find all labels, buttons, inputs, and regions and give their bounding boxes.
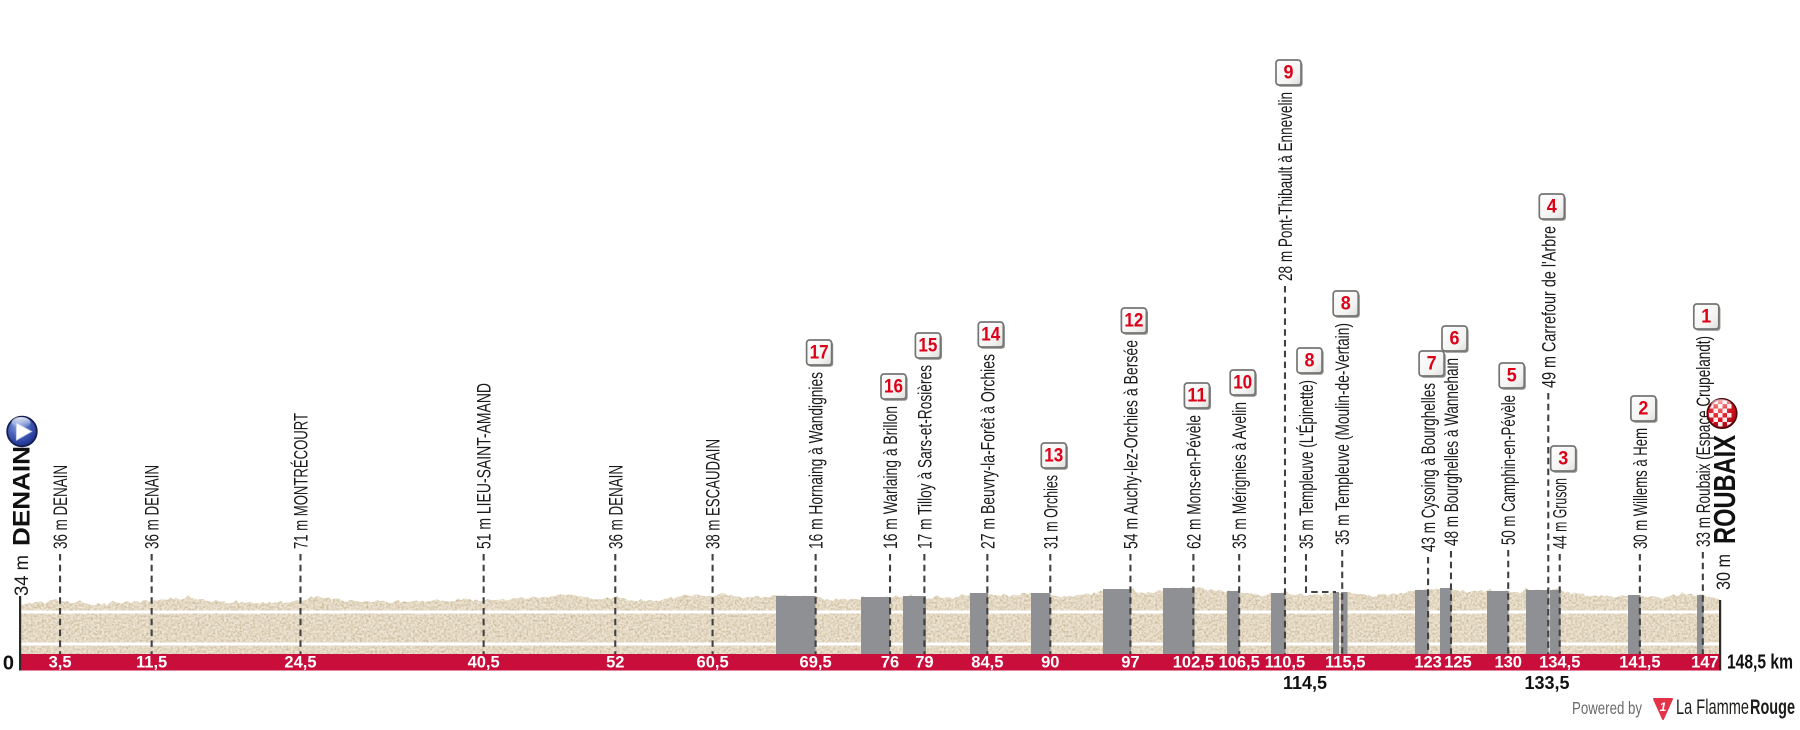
svg-text:60,5: 60,5 — [697, 653, 729, 671]
svg-text:84,5: 84,5 — [971, 653, 1003, 671]
svg-text:148,5 km: 148,5 km — [1727, 651, 1793, 674]
svg-text:9: 9 — [1284, 63, 1294, 84]
svg-text:31 m Orchies: 31 m Orchies — [1040, 475, 1062, 549]
svg-text:1: 1 — [1660, 700, 1667, 714]
svg-text:DENAIN: DENAIN — [9, 446, 36, 546]
svg-text:12: 12 — [1124, 311, 1143, 332]
svg-text:54 m Auchy-lez-Orchies à Bersé: 54 m Auchy-lez-Orchies à Bersée — [1120, 340, 1142, 549]
svg-text:La Flamme: La Flamme — [1676, 696, 1749, 719]
svg-text:51 m LIEU-SAINT-AMAND: 51 m LIEU-SAINT-AMAND — [474, 383, 496, 549]
svg-text:110,5: 110,5 — [1265, 653, 1305, 671]
svg-text:4: 4 — [1547, 197, 1557, 218]
svg-text:38 m ESCAUDAIN: 38 m ESCAUDAIN — [703, 439, 725, 549]
svg-text:36 m DENAIN: 36 m DENAIN — [605, 465, 627, 549]
svg-text:106,5: 106,5 — [1219, 653, 1260, 671]
svg-text:62 m Mons-en-Pévèle: 62 m Mons-en-Pévèle — [1183, 415, 1205, 549]
svg-text:Rouge: Rouge — [1750, 696, 1795, 719]
svg-text:17: 17 — [810, 343, 829, 364]
svg-text:5: 5 — [1507, 366, 1517, 387]
svg-text:40,5: 40,5 — [468, 653, 500, 671]
svg-text:17 m Tilloy à Sars-et-Rosières: 17 m Tilloy à Sars-et-Rosières — [914, 365, 936, 549]
svg-text:34 m: 34 m — [11, 555, 33, 596]
svg-text:114,5: 114,5 — [1283, 673, 1327, 693]
svg-text:10: 10 — [1233, 373, 1252, 394]
svg-text:3,5: 3,5 — [49, 653, 72, 671]
svg-text:35 m Templeuve (Moulin-de-Vert: 35 m Templeuve (Moulin-de-Vertain) — [1332, 323, 1354, 545]
svg-text:Powered by: Powered by — [1572, 698, 1642, 718]
svg-text:7: 7 — [1427, 354, 1437, 375]
svg-text:ROUBAIX: ROUBAIX — [1707, 435, 1742, 544]
svg-text:44 m Gruson: 44 m Gruson — [1550, 478, 1572, 549]
svg-text:16 m Hornaing à Wandignies: 16 m Hornaing à Wandignies — [806, 372, 828, 549]
svg-text:115,5: 115,5 — [1325, 653, 1365, 671]
svg-text:48 m Bourghelles à Wannehain: 48 m Bourghelles à Wannehain — [1441, 358, 1463, 546]
svg-text:134,5: 134,5 — [1539, 653, 1580, 671]
svg-text:125: 125 — [1444, 653, 1472, 671]
svg-text:8: 8 — [1341, 294, 1351, 315]
svg-text:27 m Beuvry-la-Forêt à Orchies: 27 m Beuvry-la-Forêt à Orchies — [977, 354, 999, 549]
svg-text:123: 123 — [1414, 653, 1442, 671]
svg-text:24,5: 24,5 — [284, 653, 316, 671]
svg-text:52: 52 — [606, 653, 624, 671]
svg-text:130: 130 — [1494, 653, 1522, 671]
svg-text:11: 11 — [1187, 386, 1206, 407]
svg-text:79: 79 — [915, 653, 933, 671]
svg-text:14: 14 — [981, 325, 1000, 346]
svg-text:1: 1 — [1701, 307, 1711, 328]
svg-text:71 m MONTRÉCOURT: 71 m MONTRÉCOURT — [290, 413, 313, 549]
svg-text:16 m Warlaing à Brillon: 16 m Warlaing à Brillon — [880, 406, 902, 549]
svg-text:102,5: 102,5 — [1173, 653, 1214, 671]
svg-text:69,5: 69,5 — [800, 653, 832, 671]
svg-text:13: 13 — [1044, 446, 1063, 467]
svg-text:30 m Willems à Hem: 30 m Willems à Hem — [1630, 428, 1652, 549]
svg-text:16: 16 — [884, 377, 903, 398]
svg-text:90: 90 — [1041, 653, 1059, 671]
svg-text:49 m Carrefour de l'Arbre: 49 m Carrefour de l'Arbre — [1538, 226, 1560, 388]
svg-text:50 m Camphin-en-Pévèle: 50 m Camphin-en-Pévèle — [1498, 395, 1520, 545]
svg-text:76: 76 — [881, 653, 899, 671]
svg-text:28 m Pont-Thibault à Ennevelin: 28 m Pont-Thibault à Ennevelin — [1275, 92, 1297, 281]
svg-text:11,5: 11,5 — [136, 653, 167, 671]
svg-text:141,5: 141,5 — [1619, 653, 1660, 671]
svg-text:97: 97 — [1121, 653, 1139, 671]
svg-text:43 m Cysoing à Bourghelles: 43 m Cysoing à Bourghelles — [1418, 383, 1440, 552]
svg-text:3: 3 — [1558, 449, 1568, 470]
svg-text:35 m Templeuve (L'Épinette): 35 m Templeuve (L'Épinette) — [1295, 380, 1318, 549]
svg-text:30 m: 30 m — [1713, 554, 1735, 590]
svg-text:2: 2 — [1638, 399, 1648, 420]
svg-text:36 m DENAIN: 36 m DENAIN — [50, 465, 72, 549]
svg-text:0: 0 — [3, 653, 14, 675]
svg-text:8: 8 — [1305, 351, 1315, 372]
svg-text:33 m Roubaix (Espace Crupeland: 33 m Roubaix (Espace Crupelandt) — [1693, 336, 1715, 547]
svg-text:133,5: 133,5 — [1524, 673, 1569, 693]
svg-text:36 m DENAIN: 36 m DENAIN — [142, 465, 164, 549]
svg-text:6: 6 — [1450, 329, 1460, 350]
svg-text:15: 15 — [918, 336, 937, 357]
svg-text:35 m Mérignies à Avelin: 35 m Mérignies à Avelin — [1229, 402, 1251, 549]
svg-text:147: 147 — [1691, 653, 1719, 671]
